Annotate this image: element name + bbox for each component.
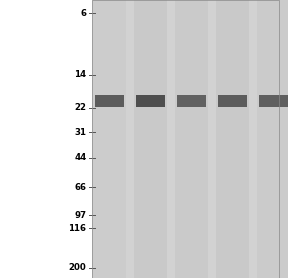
Bar [92, 0, 279, 278]
Bar [175, 0, 208, 278]
Bar [259, 95, 288, 107]
Text: 97: 97 [74, 211, 86, 220]
Text: 14: 14 [74, 70, 86, 79]
Bar [94, 95, 124, 107]
Bar [136, 95, 165, 107]
Bar [134, 0, 167, 278]
Bar [257, 0, 288, 278]
Text: 116: 116 [68, 224, 86, 233]
Bar [216, 0, 249, 278]
Text: 200: 200 [69, 263, 86, 272]
Text: 6: 6 [80, 9, 86, 18]
Bar [218, 95, 247, 107]
Bar [92, 0, 279, 278]
Bar [93, 0, 126, 278]
Text: 22: 22 [74, 103, 86, 112]
Text: 44: 44 [74, 153, 86, 162]
Bar [177, 95, 206, 107]
Text: 66: 66 [74, 183, 86, 192]
Text: 31: 31 [74, 128, 86, 137]
